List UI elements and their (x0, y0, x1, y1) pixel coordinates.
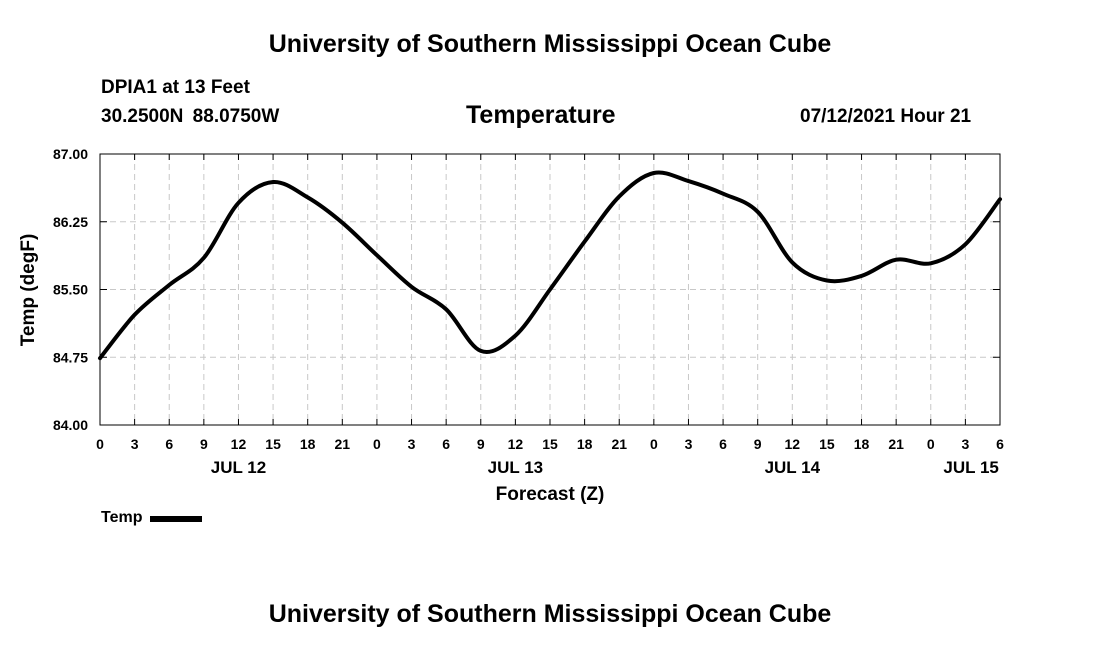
x-tick-label: 9 (200, 436, 208, 452)
y-tick-label: 85.50 (53, 282, 88, 298)
x-tick-label: 0 (650, 436, 658, 452)
station-label: DPIA1 at 13 Feet (101, 77, 250, 98)
legend-swatch (150, 516, 203, 522)
x-tick-label: 15 (542, 436, 558, 452)
x-tick-label: 15 (265, 436, 281, 452)
axis-labels: 0 3 6 9 12 15 18 21 0 3 6 9 12 15 18 21 0 3 6 9 12 15 18 21 0 3 6 8… (53, 146, 1004, 477)
x-tick-label: 21 (888, 436, 904, 452)
chart-title: Temperature (466, 101, 616, 129)
x-tick-label: 12 (785, 436, 801, 452)
x-tick-label: 18 (854, 436, 870, 452)
date-label: JUL 12 (211, 458, 266, 477)
date-label: JUL 13 (488, 458, 543, 477)
date-label: JUL 15 (943, 458, 998, 477)
x-tick-label: 21 (335, 436, 351, 452)
x-tick-label: 6 (719, 436, 727, 452)
x-tick-label: 0 (96, 436, 104, 452)
x-tick-label: 0 (927, 436, 935, 452)
y-axis-label: Temp (degF) (18, 234, 39, 347)
x-tick-label: 3 (131, 436, 139, 452)
date-label: JUL 14 (765, 458, 821, 477)
coordinates-label: 30.2500N 88.0750W (101, 106, 280, 127)
x-tick-label: 6 (165, 436, 173, 452)
grid-lines (100, 154, 1000, 425)
x-tick-label: 12 (231, 436, 247, 452)
x-tick-label: 0 (373, 436, 381, 452)
y-tick-label: 86.25 (53, 214, 88, 230)
x-tick-label: 3 (961, 436, 969, 452)
legend: Temp (101, 509, 203, 527)
x-tick-label: 6 (442, 436, 450, 452)
x-tick-label: 9 (477, 436, 485, 452)
footer-title: University of Southern Mississippi Ocean… (268, 600, 832, 628)
x-tick-label: 18 (577, 436, 593, 452)
y-tick-label: 84.75 (53, 349, 88, 365)
x-tick-label: 6 (996, 436, 1004, 452)
x-tick-label: 15 (819, 436, 835, 452)
x-tick-label: 18 (300, 436, 316, 452)
legend-label: Temp (101, 509, 143, 526)
forecast-datetime: 07/12/2021 Hour 21 (800, 106, 972, 127)
series-line-temp (98, 170, 1002, 361)
x-axis-label: Forecast (Z) (496, 484, 605, 505)
y-tick-label: 84.00 (53, 417, 88, 433)
page-title: University of Southern Mississippi Ocean… (268, 30, 832, 58)
x-tick-label: 12 (508, 436, 524, 452)
axis-ticks (99, 153, 1001, 426)
x-tick-label: 9 (754, 436, 762, 452)
y-tick-label: 87.00 (53, 146, 88, 162)
x-tick-label: 21 (611, 436, 627, 452)
x-tick-label: 3 (408, 436, 416, 452)
x-tick-label: 3 (685, 436, 693, 452)
